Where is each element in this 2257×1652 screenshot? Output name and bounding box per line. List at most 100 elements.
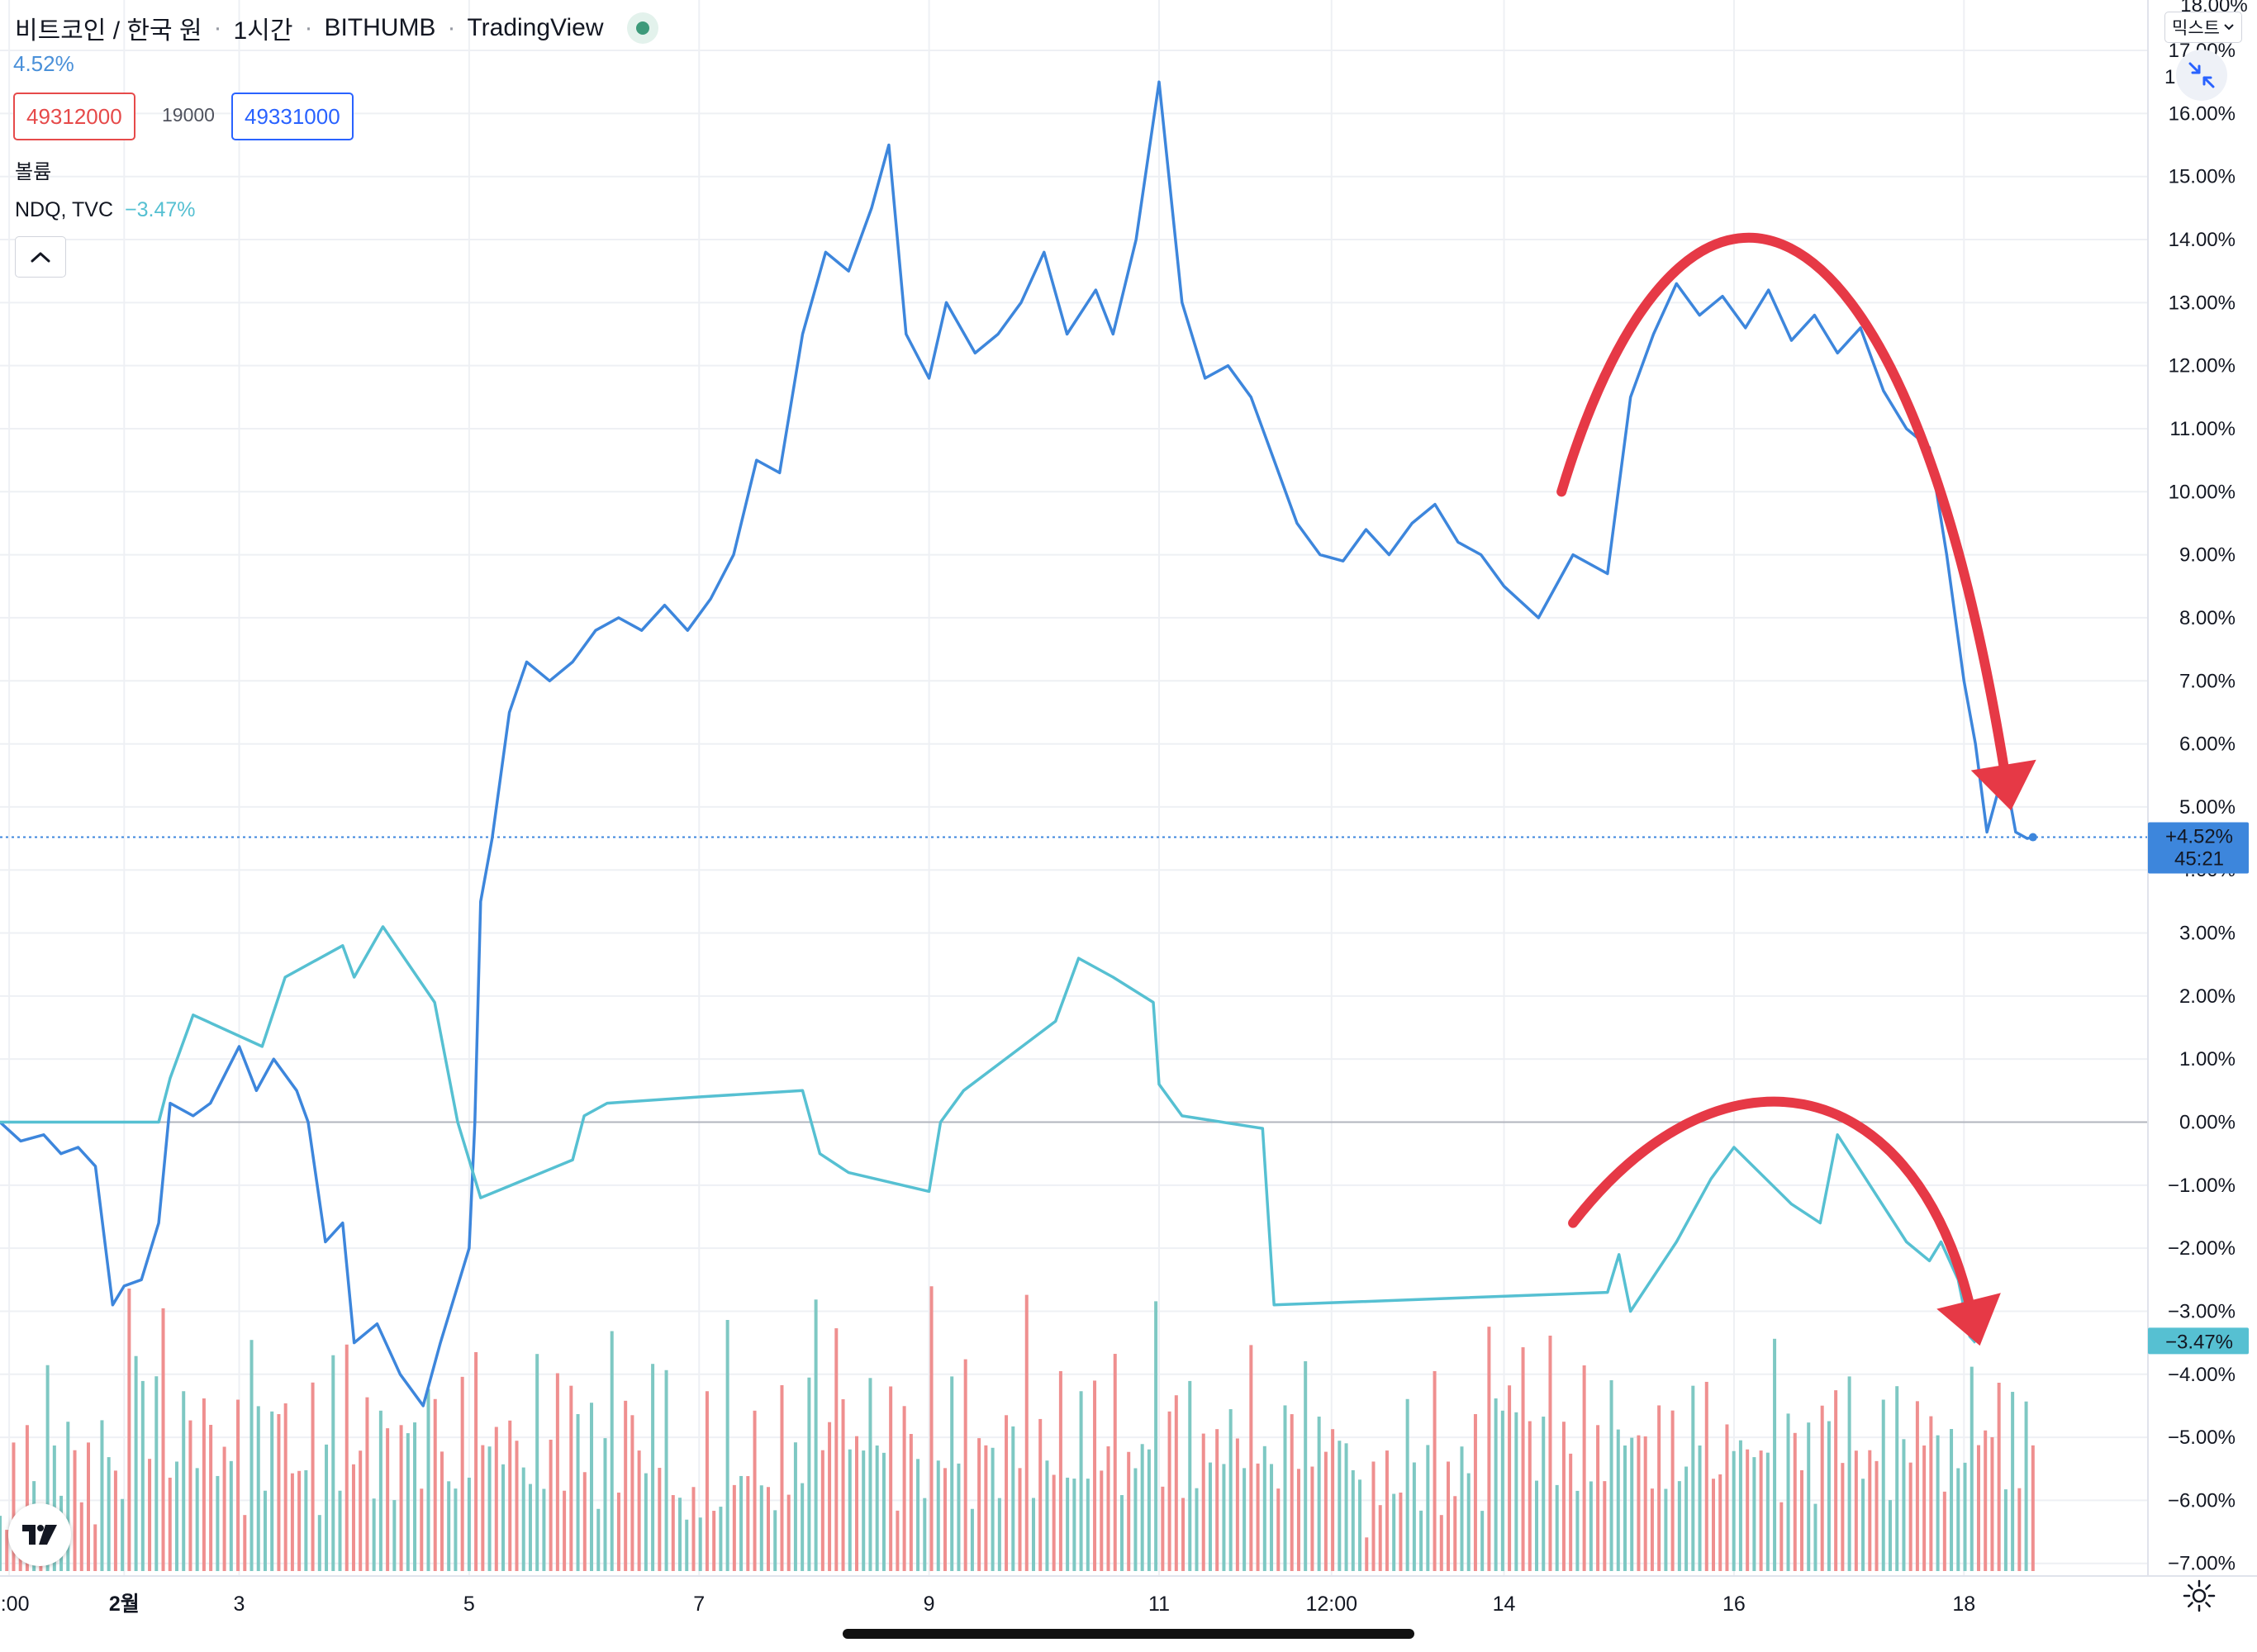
volume-bar — [902, 1406, 906, 1571]
volume-bar — [331, 1355, 335, 1571]
volume-bar — [1684, 1466, 1689, 1571]
price-axis-label: 3.00% — [2179, 923, 2236, 945]
volume-bar — [1338, 1441, 1342, 1571]
gear-icon[interactable] — [2181, 1578, 2217, 1614]
volume-bar — [943, 1468, 947, 1571]
sell-price-button[interactable]: 49312000 — [13, 93, 135, 140]
volume-bar — [154, 1376, 159, 1571]
volume-bar — [1555, 1484, 1559, 1571]
volume-bar — [1262, 1446, 1266, 1571]
symbol-name[interactable]: 비트코인 / 한국 원 — [15, 17, 202, 45]
volume-bar — [1154, 1301, 1158, 1571]
volume-bar — [732, 1484, 736, 1571]
trend-arrow-shaft — [1568, 1096, 1975, 1310]
volume-bar — [1514, 1412, 1518, 1571]
collapse-legend-button[interactable] — [15, 236, 66, 278]
volume-bar — [1086, 1479, 1090, 1571]
volume-bar — [848, 1449, 852, 1571]
volume-bar — [2003, 1489, 2008, 1571]
volume-bar — [1358, 1479, 1362, 1571]
volume-bar — [997, 1498, 1001, 1571]
volume-bar — [1480, 1511, 1485, 1571]
volume-bar — [1861, 1479, 1865, 1571]
volume-bar — [1841, 1463, 1845, 1571]
volume-bar — [896, 1510, 900, 1571]
last-value-text: −3.47% — [2165, 1331, 2233, 1353]
volume-bar — [834, 1328, 839, 1571]
volume-bar — [1453, 1496, 1457, 1571]
volume-bar — [1113, 1354, 1117, 1571]
volume-bar — [881, 1452, 886, 1571]
volume-bar — [1569, 1453, 1573, 1571]
volume-bar — [1732, 1450, 1736, 1571]
volume-bar — [1045, 1460, 1049, 1571]
volume-bar — [1915, 1401, 1919, 1571]
price-axis[interactable]: 1 7.00% 16.00% 15.00% 14.00% 13.00% 12.00% 11.0… — [2164, 0, 2248, 1575]
volume-bar — [630, 1415, 634, 1571]
volume-bar — [161, 1308, 165, 1571]
volume-bar — [236, 1399, 240, 1571]
volume-bar — [1773, 1338, 1777, 1571]
volume-bar — [481, 1445, 485, 1571]
tradingview-logo[interactable] — [8, 1503, 71, 1566]
volume-bar — [963, 1359, 967, 1571]
volume-bar — [1201, 1433, 1205, 1571]
price-axis-label: 5.00% — [2179, 796, 2236, 819]
volume-bar — [590, 1403, 594, 1571]
volume-bar — [1296, 1469, 1300, 1571]
volume-bar — [793, 1442, 797, 1571]
volume-bar — [359, 1450, 363, 1571]
volume-bar — [1283, 1405, 1287, 1571]
volume-bar — [1970, 1366, 1974, 1571]
volume-bar — [773, 1510, 777, 1571]
market-status-icon[interactable] — [626, 12, 658, 44]
trend-arrow-head — [1936, 1293, 2001, 1346]
volume-bar — [1243, 1468, 1247, 1571]
volume-bar — [1147, 1449, 1151, 1571]
volume-bar — [664, 1370, 668, 1571]
time-axis-label: 2월 — [109, 1593, 140, 1616]
btc-series-line — [0, 80, 2034, 1408]
volume-bar — [325, 1444, 329, 1571]
volume-bar — [1494, 1398, 1498, 1571]
scale-mode-dropdown[interactable]: 믹스트 — [2164, 12, 2242, 43]
interval-label[interactable]: 1시간 — [233, 17, 293, 45]
time-axis[interactable]: 2:00 2월 3 5 7 9 11 12:00 14 16 18 — [0, 1593, 1975, 1616]
compare-symbol-legend[interactable]: NDQ, TVC −3.47% — [15, 198, 196, 222]
volume-bar — [841, 1398, 845, 1571]
volume-bar — [624, 1400, 628, 1571]
volume-bar — [1984, 1430, 1988, 1571]
header-separator: · — [304, 14, 313, 41]
price-axis-label: −7.00% — [2168, 1553, 2236, 1575]
volume-bar — [1718, 1474, 1722, 1571]
volume-bar — [1106, 1446, 1110, 1571]
volume-bar — [828, 1422, 832, 1571]
home-indicator[interactable] — [843, 1629, 1414, 1639]
volume-bar — [1874, 1460, 1879, 1571]
collapse-arrows-button[interactable] — [2176, 50, 2227, 101]
price-axis-label: 12.00% — [2169, 355, 2236, 377]
volume-bar — [378, 1410, 383, 1571]
volume-bar — [426, 1389, 430, 1571]
volume-bar — [467, 1477, 471, 1571]
volume-bar — [1664, 1488, 1668, 1571]
time-axis-label: 18 — [1952, 1593, 1975, 1616]
volume-bar — [107, 1457, 111, 1571]
volume-bar — [1392, 1493, 1396, 1571]
volume-bar — [66, 1422, 70, 1571]
buy-price-button[interactable]: 49331000 — [231, 93, 354, 140]
volume-bar — [1827, 1421, 1831, 1571]
volume-bar — [1793, 1432, 1797, 1571]
volume-bar — [1528, 1421, 1532, 1571]
symbol-header[interactable]: 비트코인 / 한국 원 · 1시간 · BITHUMB · TradingVie… — [15, 10, 658, 46]
volume-bar — [786, 1494, 791, 1571]
volume-bar — [1765, 1452, 1770, 1571]
volume-bar — [1093, 1380, 1097, 1571]
volume-bar — [45, 1365, 50, 1571]
volume-bar — [1290, 1414, 1294, 1571]
volume-bar — [1738, 1440, 1742, 1571]
volume-bar — [555, 1373, 559, 1571]
volume-bar — [582, 1472, 587, 1571]
volume-indicator-label[interactable]: 볼륨 — [15, 161, 52, 183]
